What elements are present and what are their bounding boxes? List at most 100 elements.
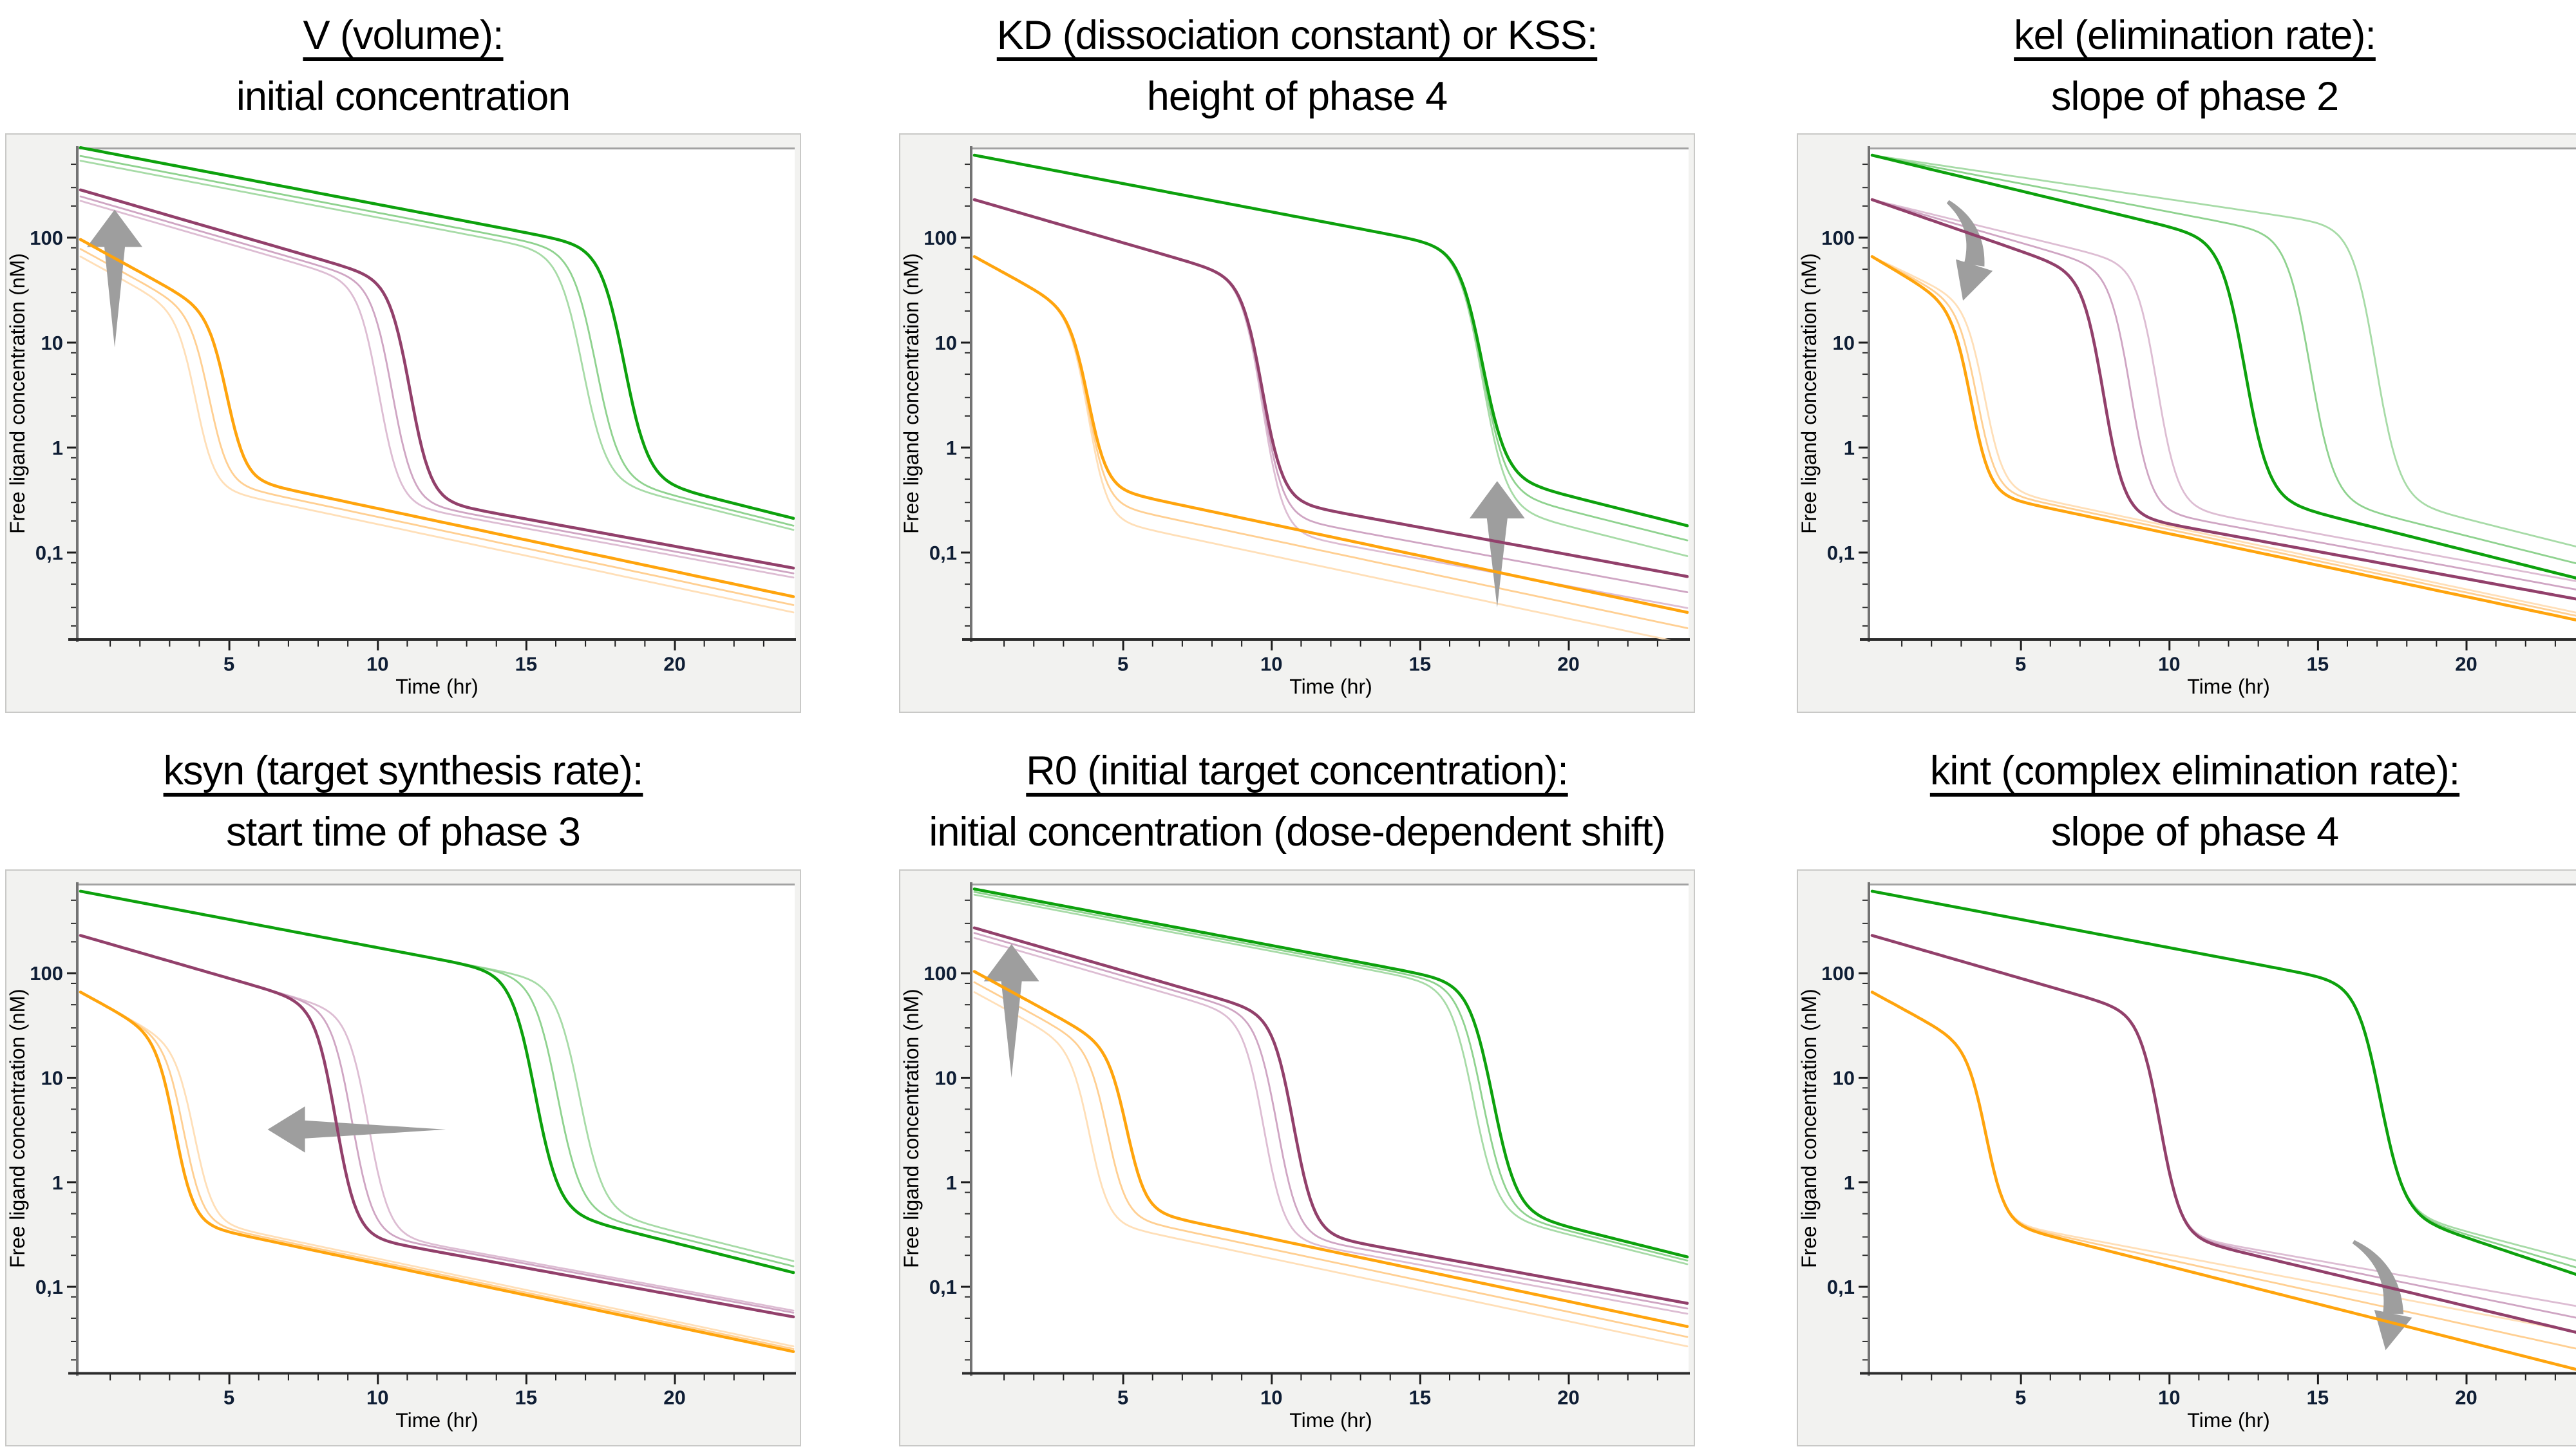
svg-text:20: 20	[2455, 1387, 2477, 1409]
svg-text:100: 100	[923, 227, 957, 249]
x-axis-label: Time (hr)	[2187, 1408, 2269, 1432]
svg-text:10: 10	[1260, 652, 1282, 675]
y-axis-label: Free ligand concentration (nM)	[6, 989, 29, 1268]
svg-text:10: 10	[366, 652, 388, 675]
panel-title-kd-line2: height of phase 4	[1146, 74, 1448, 119]
svg-text:0,1: 0,1	[35, 1276, 63, 1298]
panel-title-v-line2: initial concentration	[236, 74, 571, 119]
svg-text:10: 10	[1260, 1387, 1282, 1409]
svg-text:15: 15	[515, 1387, 537, 1409]
svg-text:20: 20	[1557, 1387, 1579, 1409]
svg-text:1: 1	[946, 1171, 957, 1194]
svg-text:0,1: 0,1	[929, 1276, 957, 1298]
svg-text:15: 15	[1409, 1387, 1431, 1409]
svg-text:10: 10	[366, 1387, 388, 1409]
plot-panel-v: 100 10 1 0,1 5 10 15 20 Time (hr) Free ligand con…	[5, 133, 801, 713]
chart-ksyn-svg: 100 10 1 0,1 5 10 15 20 Time (hr) Free ligand con…	[6, 882, 796, 1432]
svg-text:1: 1	[52, 1171, 63, 1194]
panel-title-v-line1: V (volume):	[303, 13, 504, 58]
panel-title-r0: R0 (initial target concentration): initi…	[899, 741, 1695, 863]
svg-text:10: 10	[1833, 332, 1855, 354]
panel-title-ksyn: ksyn (target synthesis rate): start time…	[5, 741, 801, 863]
svg-text:10: 10	[41, 1067, 63, 1090]
svg-text:20: 20	[663, 1387, 685, 1409]
svg-text:100: 100	[1821, 962, 1855, 985]
svg-text:10: 10	[41, 332, 63, 354]
x-axis-label: Time (hr)	[1289, 675, 1372, 698]
x-axis-label: Time (hr)	[2187, 675, 2270, 698]
curves-ksyn	[79, 889, 795, 1354]
chart-kd-svg: 100 10 1 0,1 5 10 15 20 Time (hr) Free ligand con…	[900, 146, 1690, 698]
plot-panel-ksyn: 100 10 1 0,1 5 10 15 20 Time (hr) Free ligand con…	[5, 869, 801, 1446]
panel-title-kd: KD (dissociation constant) or KSS: heigh…	[899, 5, 1695, 128]
curves-kd	[972, 153, 1689, 639]
svg-text:10: 10	[935, 1067, 957, 1090]
x-axis-label: Time (hr)	[1289, 1408, 1372, 1432]
svg-text:20: 20	[663, 652, 685, 675]
plot-panel-kd: 100 10 1 0,1 5 10 15 20 Time (hr) Free ligand con…	[899, 133, 1695, 713]
svg-text:5: 5	[223, 1387, 234, 1409]
chart-v-svg: 100 10 1 0,1 5 10 15 20 Time (hr) Free ligand con…	[6, 146, 796, 698]
y-axis-label: Free ligand concentration (nM)	[1798, 989, 1821, 1268]
panel-title-kel: kel (elimination rate): slope of phase 2	[1797, 5, 2576, 128]
svg-text:5: 5	[2015, 652, 2026, 675]
svg-text:1: 1	[52, 437, 63, 459]
plot-panel-r0: 100 10 1 0,1 5 10 15 20 Time (hr) Free ligand con…	[899, 869, 1695, 1446]
y-axis-label: Free ligand concentration (nM)	[6, 253, 29, 534]
curves-kint	[1870, 889, 2576, 1371]
panel-title-kel-line1: kel (elimination rate):	[2014, 13, 2376, 58]
svg-text:1: 1	[946, 437, 957, 459]
panel-title-ksyn-line2: start time of phase 3	[226, 810, 581, 855]
svg-text:20: 20	[2455, 652, 2477, 675]
svg-text:100: 100	[30, 227, 63, 249]
y-axis-label: Free ligand concentration (nM)	[900, 989, 923, 1268]
svg-text:15: 15	[2307, 1387, 2329, 1409]
svg-text:0,1: 0,1	[1827, 1276, 1855, 1298]
svg-text:5: 5	[1117, 652, 1128, 675]
trend-arrow-r0	[983, 944, 1039, 1078]
svg-text:0,1: 0,1	[1827, 542, 1855, 564]
svg-text:1: 1	[1844, 437, 1855, 459]
svg-text:100: 100	[1821, 227, 1855, 249]
curves-kel	[1870, 153, 2576, 621]
svg-text:0,1: 0,1	[929, 542, 957, 564]
panel-title-v: V (volume): initial concentration	[5, 5, 801, 128]
panel-title-kel-line2: slope of phase 2	[2050, 74, 2339, 119]
svg-text:10: 10	[2158, 1387, 2180, 1409]
trend-arrow-kd	[1469, 480, 1525, 608]
svg-text:5: 5	[2015, 1387, 2026, 1409]
chart-r0-svg: 100 10 1 0,1 5 10 15 20 Time (hr) Free ligand con…	[900, 882, 1690, 1432]
y-axis-label: Free ligand concentration (nM)	[900, 253, 923, 534]
svg-text:0,1: 0,1	[35, 542, 63, 564]
svg-text:15: 15	[1409, 652, 1431, 675]
panel-title-r0-line2: initial concentration (dose-dependent sh…	[929, 810, 1665, 855]
svg-text:10: 10	[1833, 1067, 1855, 1090]
curves-r0	[972, 887, 1689, 1347]
svg-text:1: 1	[1844, 1171, 1855, 1194]
panel-title-ksyn-line1: ksyn (target synthesis rate):	[163, 748, 644, 793]
trend-arrow-ksyn	[267, 1106, 446, 1153]
svg-text:20: 20	[1557, 652, 1579, 675]
svg-text:100: 100	[30, 962, 63, 985]
x-axis-label: Time (hr)	[395, 675, 478, 698]
panel-title-kint: kint (complex elimination rate): slope o…	[1797, 741, 2576, 863]
svg-text:100: 100	[923, 962, 957, 985]
svg-text:15: 15	[2307, 652, 2329, 675]
trend-arrow-v	[87, 209, 143, 348]
svg-text:15: 15	[515, 652, 537, 675]
svg-text:5: 5	[223, 652, 234, 675]
panel-title-r0-line1: R0 (initial target concentration):	[1026, 748, 1568, 793]
svg-text:10: 10	[2158, 652, 2180, 675]
plot-panel-kel: 100 10 1 0,1 5 10 15 20 Time (hr) Free ligand con…	[1797, 133, 2576, 713]
svg-text:10: 10	[935, 332, 957, 354]
x-axis-label: Time (hr)	[395, 1408, 478, 1432]
curves-v	[79, 146, 795, 614]
chart-kel-svg: 100 10 1 0,1 5 10 15 20 Time (hr) Free ligand con…	[1798, 146, 2576, 698]
y-axis-label: Free ligand concentration (nM)	[1798, 253, 1821, 534]
chart-kint-svg: 100 10 1 0,1 5 10 15 20 Time (hr) Free ligand con…	[1798, 882, 2576, 1432]
panel-title-kint-line1: kint (complex elimination rate):	[1929, 748, 2460, 793]
panel-title-kint-line2: slope of phase 4	[2050, 810, 2339, 855]
plot-panel-kint: 100 10 1 0,1 5 10 15 20 Time (hr) Free ligand con…	[1797, 869, 2576, 1446]
svg-text:5: 5	[1117, 1387, 1128, 1409]
